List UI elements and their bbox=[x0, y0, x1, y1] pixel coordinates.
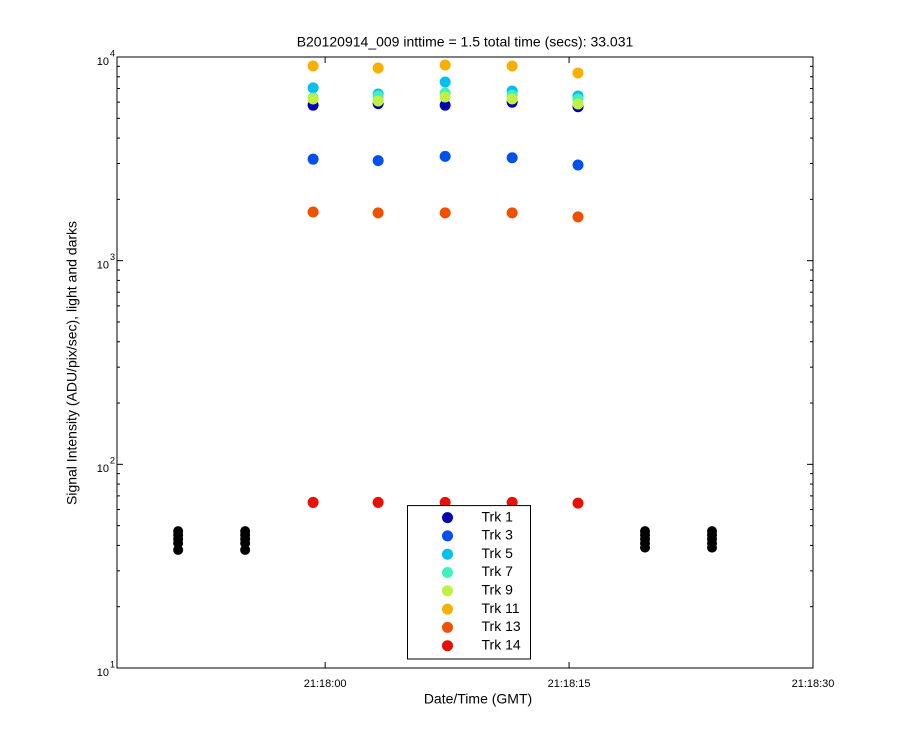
legend-marker bbox=[442, 530, 453, 542]
point bbox=[506, 207, 518, 219]
point bbox=[439, 99, 451, 111]
legend-label: Trk 1 bbox=[482, 508, 514, 524]
point bbox=[307, 206, 319, 218]
y-tick-exponent: 2 bbox=[110, 456, 115, 466]
legend-marker bbox=[442, 640, 453, 652]
legend-label: Trk 14 bbox=[482, 636, 521, 652]
point bbox=[372, 62, 384, 74]
dark-point bbox=[707, 542, 718, 553]
point bbox=[506, 152, 518, 164]
point bbox=[439, 76, 451, 88]
point bbox=[372, 496, 384, 508]
dark-point bbox=[173, 544, 184, 555]
legend-label: Trk 9 bbox=[482, 582, 514, 598]
dark-point bbox=[640, 542, 651, 553]
point bbox=[572, 98, 584, 110]
point bbox=[439, 150, 451, 162]
y-tick-label: 10 bbox=[97, 260, 109, 272]
point bbox=[372, 155, 384, 167]
y-axis-label: Signal Intensity (ADU/pix/sec), light an… bbox=[64, 221, 80, 505]
plot-frame bbox=[116, 56, 814, 669]
point bbox=[572, 67, 584, 79]
y-tick-exponent: 1 bbox=[110, 659, 115, 669]
legend-label: Trk 5 bbox=[482, 545, 514, 561]
dark-point bbox=[240, 544, 251, 555]
legend-label: Trk 11 bbox=[482, 600, 520, 616]
point bbox=[572, 211, 584, 223]
y-tick-label: 10 bbox=[97, 463, 109, 475]
legend-marker bbox=[442, 548, 453, 560]
point bbox=[307, 60, 319, 72]
point bbox=[439, 59, 451, 71]
legend-marker bbox=[442, 567, 453, 578]
point bbox=[506, 93, 518, 105]
x-tick-label: 21:18:00 bbox=[304, 678, 347, 690]
legend-marker bbox=[442, 585, 453, 597]
y-tick-exponent: 3 bbox=[110, 252, 115, 262]
y-tick-label: 10 bbox=[97, 56, 109, 68]
y-tick-exponent: 4 bbox=[110, 48, 115, 58]
point bbox=[307, 82, 319, 94]
point bbox=[506, 60, 518, 72]
y-tick-label: 10 bbox=[97, 667, 109, 679]
point bbox=[439, 207, 451, 219]
point bbox=[307, 93, 319, 105]
point bbox=[307, 496, 319, 508]
chart-title: B20120914_009 inttime = 1.5 total time (… bbox=[297, 34, 634, 50]
legend-box bbox=[407, 505, 531, 660]
point bbox=[439, 91, 451, 103]
point bbox=[372, 95, 384, 107]
legend-marker bbox=[442, 512, 453, 524]
point bbox=[572, 497, 584, 509]
legend-marker bbox=[442, 621, 453, 633]
legend-marker bbox=[442, 603, 453, 615]
point bbox=[372, 207, 384, 219]
x-tick-label: 21:18:15 bbox=[548, 678, 591, 690]
point bbox=[572, 159, 584, 171]
x-axis-label: Date/Time (GMT) bbox=[424, 691, 532, 707]
x-tick-label: 21:18:30 bbox=[792, 678, 835, 690]
legend-label: Trk 7 bbox=[482, 563, 514, 579]
point bbox=[307, 153, 319, 165]
legend-label: Trk 13 bbox=[482, 618, 521, 634]
legend-label: Trk 3 bbox=[482, 527, 514, 543]
